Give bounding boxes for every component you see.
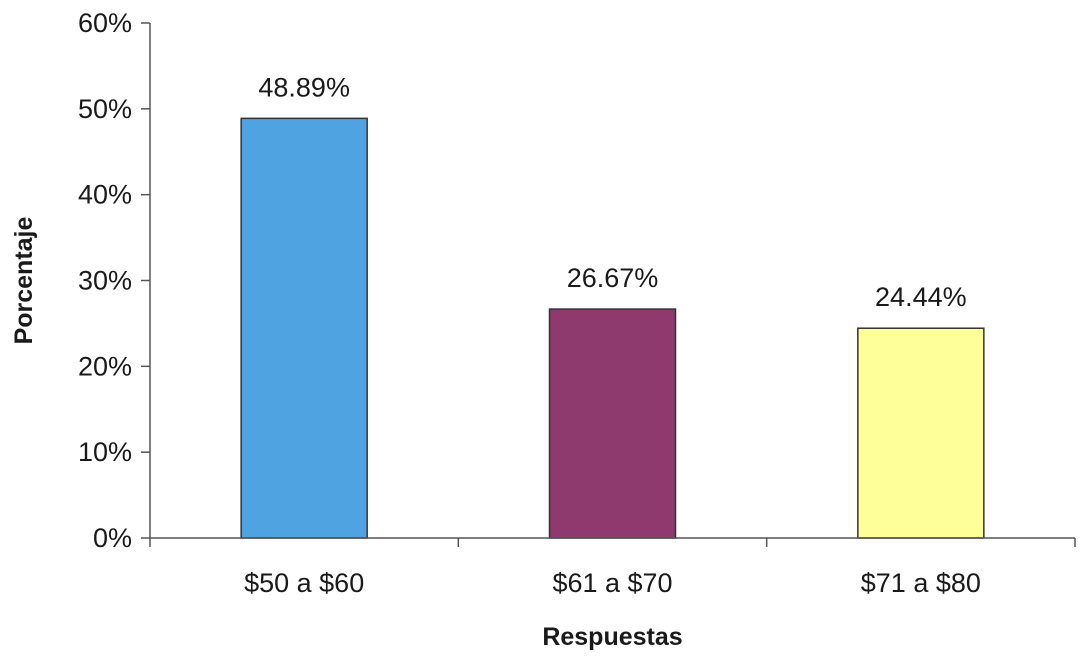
bar	[548, 308, 677, 539]
y-tick-label: 60%	[78, 8, 132, 38]
y-tick-label: 30%	[78, 266, 132, 296]
x-tick-label: $50 a $60	[244, 568, 364, 598]
bars-group: 48.89% 26.67% 24.44%	[240, 72, 985, 539]
y-tick-label: 10%	[78, 437, 132, 467]
x-tick-label: $61 a $70	[552, 568, 672, 598]
bar-data-label: 48.89%	[258, 72, 350, 102]
x-tick-label: $71 a $80	[861, 568, 981, 598]
y-tick-label: 0%	[93, 523, 132, 553]
x-axis-ticks: $50 a $60 $61 a $70 $71 a $80	[149, 538, 1076, 598]
y-tick-label: 40%	[78, 180, 132, 210]
bar	[240, 117, 368, 539]
y-tick-label: 20%	[78, 351, 132, 381]
bar-data-label: 26.67%	[567, 263, 659, 293]
bar	[857, 327, 985, 539]
bar-data-label: 24.44%	[875, 282, 967, 312]
x-axis-title: Respuestas	[542, 623, 682, 651]
y-axis-title: Porcentaje	[10, 216, 38, 344]
y-tick-label: 50%	[78, 94, 132, 124]
y-axis-ticks: 0% 10% 20% 30% 40% 50% 60%	[78, 8, 150, 553]
